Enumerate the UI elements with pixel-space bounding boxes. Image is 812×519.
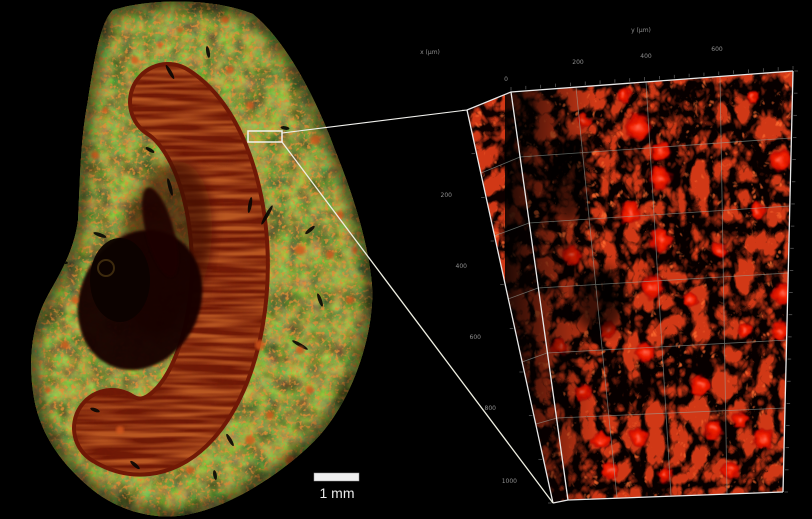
hilum-core <box>90 238 150 322</box>
axis-tick-label: 0 <box>504 76 508 83</box>
scale-bar-rect <box>313 472 360 482</box>
glomerulus-blob <box>634 341 656 363</box>
glomerulus-blob <box>649 228 673 252</box>
axis-tick-label: 400 <box>456 263 468 270</box>
axis-title-label: y (µm) <box>631 27 651 34</box>
glomerulus-blob <box>682 292 698 308</box>
glomerulus-blob <box>601 461 619 479</box>
axis-tick-label: 600 <box>470 334 482 341</box>
axis-tick-label: 1000 <box>502 478 517 485</box>
hilum-vessel-ring <box>97 259 115 277</box>
scale-bar: 1 mm <box>313 472 360 501</box>
glomerulus-blob <box>650 140 672 162</box>
dark-crack <box>226 433 234 447</box>
red-hotspot <box>131 56 139 64</box>
glomerulus-blob <box>656 466 674 484</box>
glomerulus-blob <box>702 418 724 440</box>
dark-crack <box>93 232 107 238</box>
red-hotspot <box>266 411 274 419</box>
red-hotspot <box>91 151 99 159</box>
axis-tick-label: 400 <box>640 53 652 60</box>
dark-void-1 <box>574 266 626 334</box>
dark-crack <box>130 460 140 470</box>
glomerulus-blob <box>730 410 750 430</box>
medulla-streaks <box>76 66 266 473</box>
glomerulus-blob <box>711 241 729 259</box>
red-hotspot <box>245 435 255 445</box>
dark-crack <box>305 225 315 235</box>
axis-tick-label: 200 <box>441 192 453 199</box>
roi-rectangle <box>247 130 283 143</box>
dark-crack <box>213 470 217 480</box>
volume-box-edges <box>466 70 794 504</box>
inset-3d-volume: 0 200 400 600 200 400 600 800 1000 x (µm) y (µm) <box>420 27 798 504</box>
axis-tick-label: 800 <box>485 405 497 412</box>
glomerulus-blob <box>616 87 632 103</box>
glomerulus-blob <box>771 281 793 305</box>
red-hotspot <box>326 251 334 259</box>
glomerulus-blob <box>623 112 653 142</box>
red-hotspot <box>177 27 183 33</box>
red-hotspot <box>157 42 163 48</box>
callout-line-lower <box>281 141 554 504</box>
glomerulus-blob <box>752 428 774 450</box>
axis-minor-ticks <box>462 66 798 504</box>
red-hotspot <box>296 346 304 354</box>
red-hotspot <box>255 340 265 350</box>
red-hotspot <box>61 341 69 349</box>
red-hotspot <box>346 296 354 304</box>
dark-crack <box>261 205 273 225</box>
scale-bar-label: 1 mm <box>320 485 355 501</box>
dark-crack <box>317 293 323 307</box>
volume-grid <box>480 75 792 499</box>
red-hotspot <box>310 135 320 145</box>
dark-crack <box>247 197 253 213</box>
dark-crack <box>292 340 308 350</box>
glomerulus-blob <box>591 431 611 451</box>
red-hotspot <box>246 101 254 109</box>
glomerulus-blob <box>768 148 792 172</box>
glomerulus-blob <box>618 201 642 225</box>
dark-void-2 <box>552 138 588 222</box>
dark-crack <box>280 126 290 130</box>
glomerulus-blob <box>647 165 673 191</box>
red-hotspot <box>352 247 358 253</box>
glomerulus-blob <box>639 274 665 300</box>
glomerulus-blob <box>737 322 753 338</box>
glomerulus-blob <box>748 201 766 219</box>
glomerulus-blob <box>746 90 760 104</box>
glomerulus-blob <box>721 461 739 479</box>
red-hotspot <box>226 66 234 74</box>
axis-title-label: x (µm) <box>420 49 440 56</box>
hilum-tendril <box>141 187 179 277</box>
red-hotspot <box>102 107 108 113</box>
dark-crack <box>167 178 173 196</box>
kidney-section-image <box>31 1 373 517</box>
dark-crack <box>165 65 175 79</box>
red-hotspot <box>306 386 314 394</box>
red-hotspot <box>295 245 305 255</box>
glomerulus-blob <box>627 427 649 449</box>
dark-crack <box>90 407 100 413</box>
dark-crack <box>205 46 211 58</box>
red-hotspot <box>221 16 229 24</box>
axis-tick-label: 200 <box>572 59 584 66</box>
red-hotspot <box>186 466 194 474</box>
dark-crack <box>145 147 155 153</box>
axis-tick-label: 600 <box>711 46 723 53</box>
glomerulus-blob <box>770 322 790 342</box>
axis-tick-labels: 0 200 400 600 200 400 600 800 1000 x (µm) y (µm) <box>420 27 723 485</box>
red-hotspot <box>116 426 124 434</box>
glomerulus-blob <box>689 374 711 396</box>
red-hotspot <box>45 387 51 393</box>
callout-line-upper <box>281 109 468 134</box>
red-hotspot <box>71 296 79 304</box>
